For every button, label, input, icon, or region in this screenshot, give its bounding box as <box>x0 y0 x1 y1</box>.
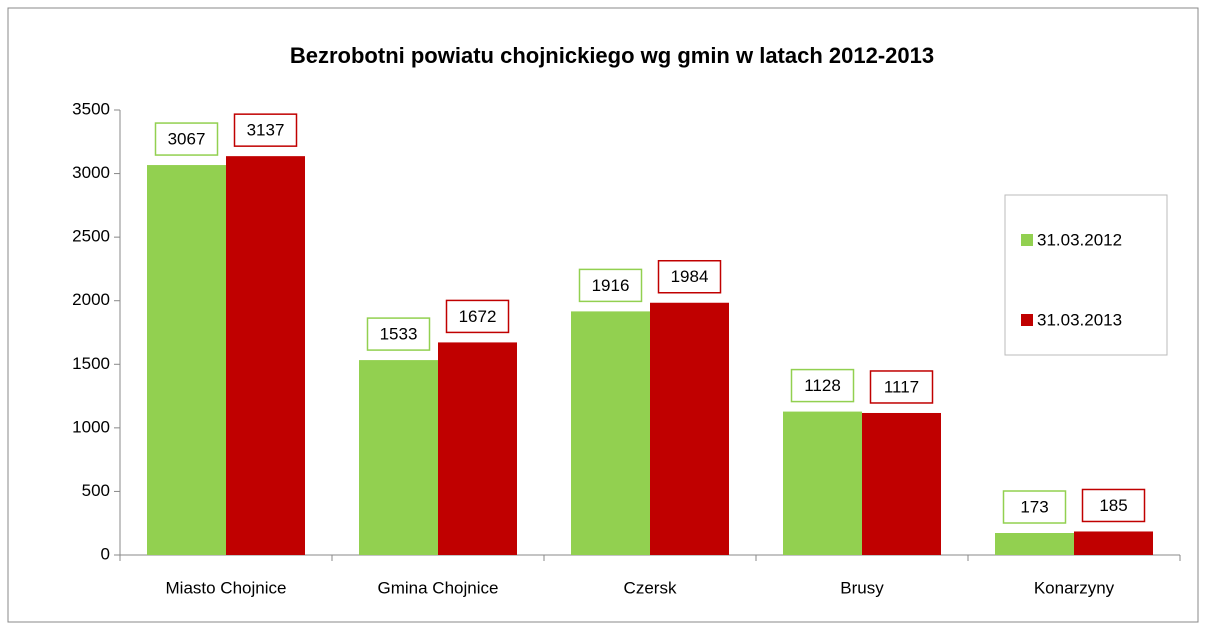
data-label: 1128 <box>804 376 841 395</box>
data-label: 1916 <box>592 276 630 295</box>
data-label: 3137 <box>247 121 285 140</box>
data-label-box <box>1081 488 1146 523</box>
bar <box>359 360 438 555</box>
data-label-box <box>790 368 855 403</box>
legend-swatch <box>1021 314 1033 326</box>
y-tick-label: 1500 <box>72 354 110 373</box>
chart-title: Bezrobotni powiatu chojnickiego wg gmin … <box>290 43 934 68</box>
data-label: 1672 <box>459 307 497 326</box>
bar <box>783 411 862 555</box>
data-label-box <box>445 299 510 334</box>
data-label-box <box>233 113 298 147</box>
y-tick-label: 3000 <box>72 163 110 182</box>
y-tick-label: 2000 <box>72 290 110 309</box>
legend-label: 31.03.2013 <box>1037 310 1122 329</box>
y-tick-label: 0 <box>101 544 110 563</box>
data-label: 3067 <box>168 130 206 149</box>
data-label-box <box>1002 490 1067 524</box>
x-tick-label: Gmina Chojnice <box>378 578 499 597</box>
data-label-box <box>366 317 431 351</box>
bar <box>650 302 729 555</box>
legend-label: 31.03.2012 <box>1037 230 1122 249</box>
y-tick-label: 500 <box>82 481 110 500</box>
data-label: 1984 <box>671 267 709 286</box>
x-tick-label: Brusy <box>840 578 884 597</box>
y-tick-label: 1000 <box>72 417 110 436</box>
bar <box>862 412 941 555</box>
data-label: 173 <box>1020 497 1048 516</box>
bar <box>995 533 1074 555</box>
bar <box>571 311 650 555</box>
bar <box>438 342 517 555</box>
y-tick-label: 2500 <box>72 227 110 246</box>
legend-swatch <box>1021 234 1033 246</box>
data-label-box <box>578 268 643 303</box>
legend-box <box>1004 194 1168 356</box>
x-tick-label: Czersk <box>624 578 677 597</box>
y-tick-label: 3500 <box>72 99 110 118</box>
bar <box>226 156 305 555</box>
data-label: 185 <box>1099 496 1127 515</box>
data-label-box <box>154 122 219 156</box>
data-label: 1533 <box>380 325 418 344</box>
data-label: 1117 <box>884 377 919 396</box>
bar <box>1074 531 1153 555</box>
x-tick-label: Miasto Chojnice <box>166 578 287 597</box>
x-tick-label: Konarzyny <box>1034 578 1115 597</box>
data-label-box <box>657 259 722 294</box>
data-label-box <box>869 370 934 404</box>
bar <box>147 165 226 555</box>
